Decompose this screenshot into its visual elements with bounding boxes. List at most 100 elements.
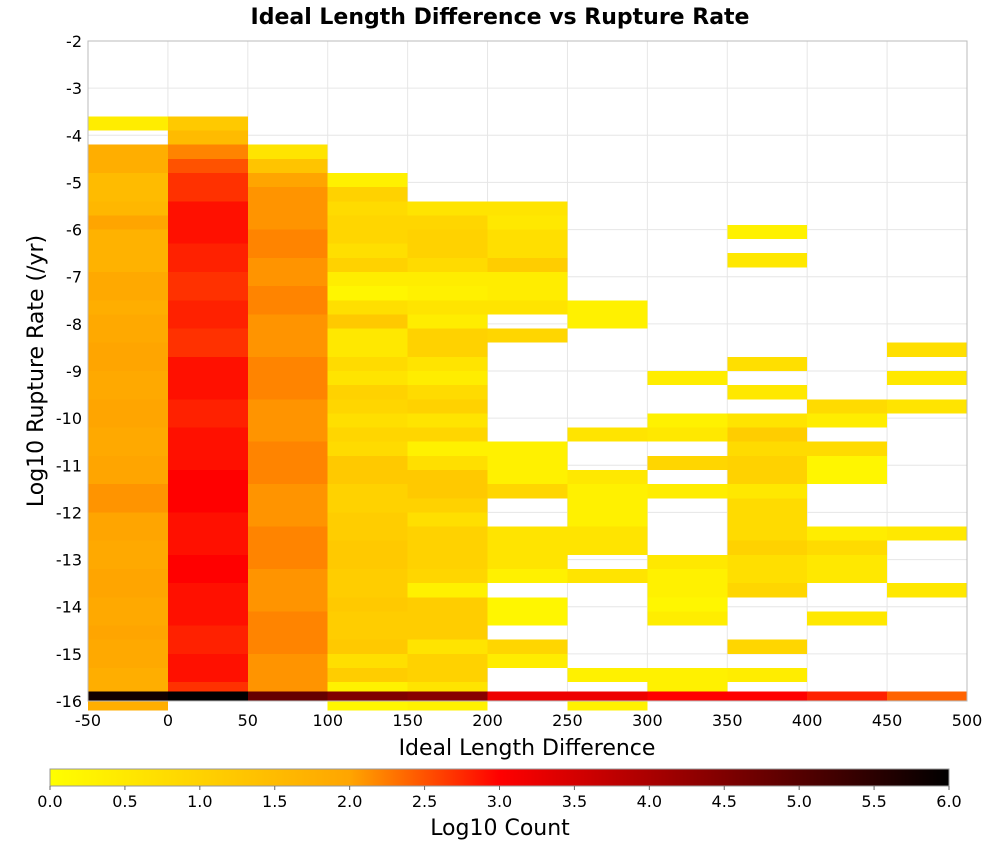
heatmap-cell [407,413,488,428]
y-tick-label: -2 [66,32,82,51]
heatmap-cell [247,314,328,357]
heatmap-bottom-cell [88,691,168,701]
heatmap-cell [167,399,248,428]
heatmap-cell [167,427,248,470]
heatmap-cell [727,441,808,456]
heatmap-cell [247,611,328,654]
heatmap-bottom-cell [327,691,408,701]
heatmap-cell [887,399,967,414]
heatmap-cell [487,201,568,216]
heatmap-cell [407,668,488,683]
heatmap-cell [487,484,568,499]
heatmap-cell [487,455,568,485]
heatmap-bottom-cell [407,691,488,701]
heatmap-cell [247,173,328,188]
heatmap-cell [327,243,408,258]
heatmap-cell [407,215,488,230]
heatmap-cell [167,470,248,513]
heatmap-cell [88,314,168,343]
heatmap-cell [88,540,168,569]
heatmap-cell [247,286,328,315]
heatmap-cell [727,639,808,654]
x-tick-label: 450 [872,711,903,730]
heatmap-cell [327,611,408,640]
heatmap-cell [327,540,408,569]
heatmap-cell [88,371,168,400]
heatmap-cell [247,653,328,697]
heatmap-bottom-cell [487,691,568,701]
heatmap-cell [407,470,488,499]
heatmap-cell [487,300,568,315]
heatmap-cell [487,526,568,569]
heatmap-cell [487,328,568,343]
heatmap-cell [88,300,168,315]
heatmap-cell [327,597,408,612]
heatmap-bottom-cell [727,691,808,701]
heatmap-cell [807,399,888,414]
heatmap-cell [327,173,408,188]
heatmap-cell [247,187,328,230]
heatmap-cell [247,399,328,442]
heatmap-cells [88,116,967,711]
y-tick-label: -6 [66,221,82,240]
heatmap-cell [167,356,248,400]
heatmap-cell [407,569,488,584]
heatmap-cell [88,272,168,301]
heatmap-cell [807,554,888,584]
heatmap-cell [247,257,328,287]
heatmap-cell [407,441,488,456]
heatmap-cell [567,668,648,683]
heatmap-cell [727,554,808,584]
heatmap-cell [567,569,648,584]
heatmap-cell [407,583,488,598]
heatmap-cell [727,385,808,400]
heatmap-cell [487,597,568,626]
heatmap-cell [487,639,568,654]
y-tick-label: -11 [56,456,82,475]
heatmap-cell [727,427,808,442]
colorbar [49,768,950,787]
heatmap-cell [167,144,248,159]
colorbar-tick-label: 3.5 [562,792,587,811]
heatmap-bottom-cell [247,691,328,701]
heatmap-cell [88,569,168,598]
heatmap-cell [487,215,568,230]
heatmap-cell [407,201,488,216]
heatmap-cell [887,583,967,598]
heatmap-cell [327,668,408,683]
colorbar-tick-label: 5.0 [786,792,811,811]
y-tick-label: -4 [66,126,82,145]
heatmap-cell [407,272,488,287]
colorbar-tick-label: 1.0 [187,792,212,811]
heatmap-cell [327,569,408,598]
heatmap-cell [407,286,488,301]
heatmap-cell [327,512,408,541]
heatmap-cell [167,201,248,244]
x-tick-label: 100 [312,711,343,730]
heatmap-cell [327,356,408,371]
x-tick-label: 500 [952,711,983,730]
heatmap-cell [807,526,888,541]
heatmap-cell [88,144,168,173]
heatmap-cell [727,455,808,485]
y-tick-label: -14 [56,598,82,617]
heatmap-cell [167,158,248,173]
heatmap-cell [407,427,488,442]
heatmap-cell [327,300,408,315]
heatmap-cell [487,272,568,301]
heatmap-cell [88,229,168,272]
heatmap-cell [727,484,808,499]
y-tick-label: -12 [56,503,82,522]
heatmap-cell [407,498,488,513]
heatmap-cell [407,639,488,654]
heatmap-cell [327,328,408,357]
heatmap-cell [327,286,408,301]
heatmap-cell [247,441,328,485]
heatmap-bottom-cell [567,691,648,701]
plot-frame [87,40,968,702]
heatmap-cell [88,427,168,456]
heatmap-cell [167,512,248,555]
x-tick-label: 50 [238,711,258,730]
heatmap-cell [167,243,248,272]
heatmap-cell [727,224,808,239]
